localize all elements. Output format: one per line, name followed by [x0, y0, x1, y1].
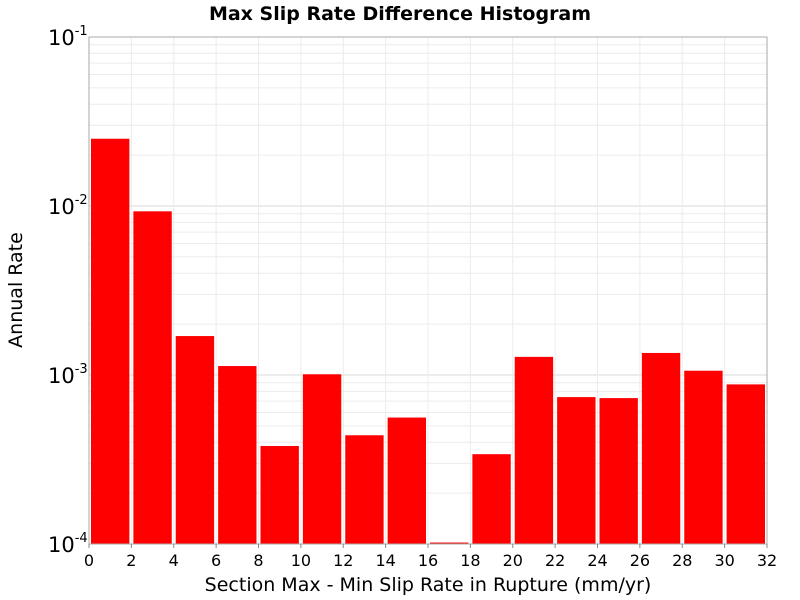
x-tick-label: 4 — [169, 551, 179, 570]
histogram-bar — [218, 366, 257, 544]
x-tick-label: 6 — [211, 551, 221, 570]
histogram-bar — [302, 374, 342, 544]
x-tick-label: 22 — [545, 551, 565, 570]
bars — [91, 138, 765, 544]
x-tick-label: 18 — [460, 551, 480, 570]
x-tick-label: 26 — [630, 551, 650, 570]
histogram-bar — [345, 435, 384, 544]
x-axis-label: Section Max - Min Slip Rate in Rupture (… — [205, 574, 652, 596]
y-tick-label: 10-4 — [48, 531, 88, 557]
histogram-bar — [726, 384, 765, 544]
histogram-bar — [472, 454, 511, 544]
x-tick-label: 2 — [126, 551, 136, 570]
histogram-bar — [387, 417, 426, 544]
histogram-bar — [599, 398, 638, 544]
x-tick-label: 8 — [253, 551, 263, 570]
x-tick-label: 20 — [503, 551, 523, 570]
y-tick-label: 10-2 — [48, 193, 88, 219]
chart-title: Max Slip Rate Difference Histogram — [209, 3, 591, 25]
histogram-bar — [641, 352, 681, 544]
x-tick-label: 12 — [333, 551, 353, 570]
x-tick-label: 10 — [291, 551, 311, 570]
x-tick-label: 14 — [375, 551, 395, 570]
y-tick-label: 10-1 — [48, 24, 88, 50]
y-axis-label: Annual Rate — [5, 232, 27, 348]
y-axis-ticks: 10-4 10-3 10-2 10-1 — [48, 24, 88, 557]
histogram-bar — [260, 446, 299, 544]
x-tick-label: 16 — [418, 551, 438, 570]
histogram-bar — [133, 211, 172, 544]
x-tick-label: 28 — [672, 551, 692, 570]
y-tick-label: 10-3 — [48, 362, 88, 388]
histogram-bar — [684, 370, 723, 544]
histogram-bar — [175, 336, 215, 544]
histogram-bar — [430, 542, 469, 544]
x-tick-label: 24 — [587, 551, 607, 570]
x-tick-label: 0 — [84, 551, 94, 570]
x-tick-label: 30 — [714, 551, 734, 570]
x-axis-ticks: 0 2 4 6 8 10 12 14 16 18 20 22 24 26 28 30 32 — [84, 544, 777, 570]
histogram-bar — [91, 138, 130, 544]
x-tick-label: 32 — [757, 551, 777, 570]
histogram-bar — [514, 356, 554, 544]
histogram-bar — [557, 397, 596, 544]
